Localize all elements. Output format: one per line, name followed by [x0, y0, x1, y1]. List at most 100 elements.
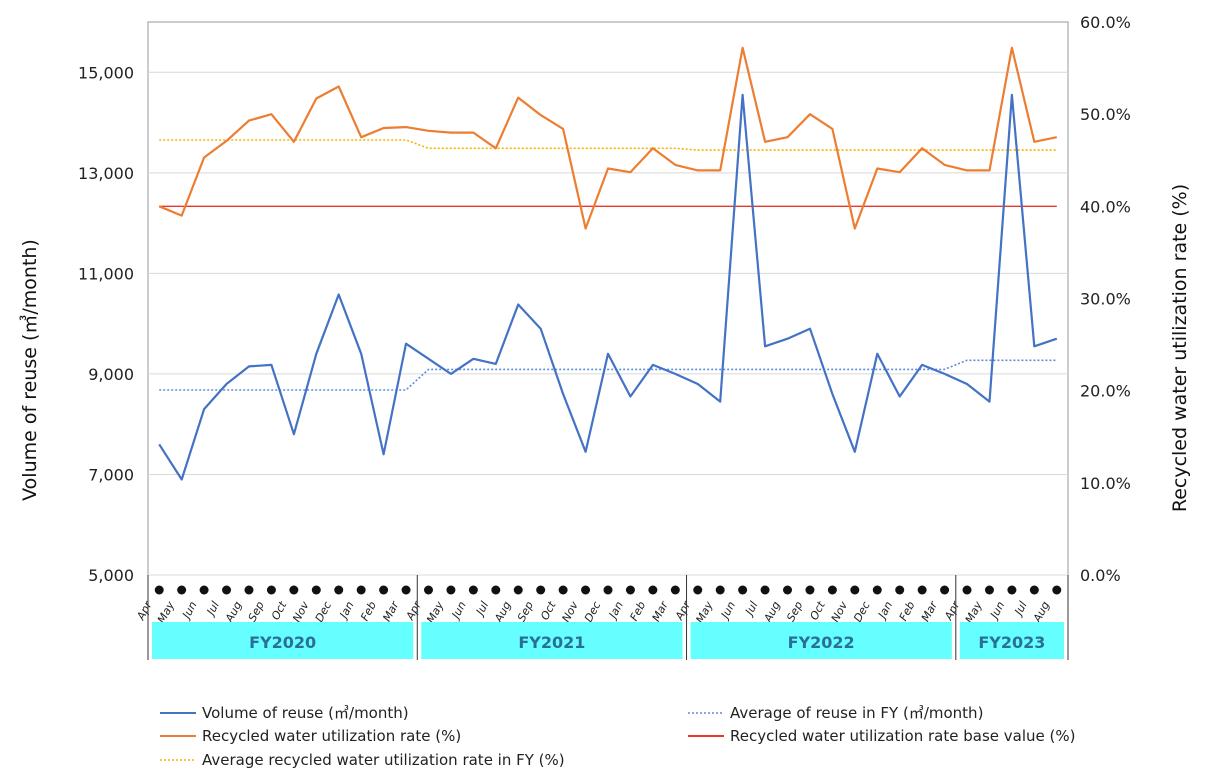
month-label: Jan: [605, 599, 625, 622]
month-marker: [177, 585, 187, 595]
month-label: Jun: [987, 599, 1007, 622]
month-marker: [491, 585, 501, 595]
legend: Volume of reuse (㎥/month) Average of reus…: [160, 704, 1075, 769]
left-tick-label: 15,000: [78, 63, 134, 82]
month-label: Aug: [222, 599, 244, 625]
right-tick-label: 20.0%: [1080, 382, 1131, 401]
month-label: Jun: [448, 599, 468, 622]
month-label: Jun: [179, 599, 199, 622]
month-label: Jun: [718, 599, 738, 622]
month-label: Jul: [1011, 599, 1030, 619]
fiscal-year-label: FY2023: [978, 633, 1045, 652]
month-label: Sep: [784, 599, 805, 623]
right-y-axis: 0.0% 10.0% 20.0% 30.0% 40.0% 50.0% 60.0%: [1080, 13, 1131, 585]
right-tick-label: 10.0%: [1080, 474, 1131, 493]
month-marker: [311, 585, 321, 595]
month-label: Dec: [582, 599, 603, 624]
month-label: Apr: [942, 598, 964, 623]
month-label: Dec: [313, 599, 334, 624]
left-tick-label: 11,000: [78, 264, 134, 283]
month-label: Feb: [897, 599, 918, 623]
month-label: Dec: [851, 599, 872, 624]
legend-label: Volume of reuse (㎥/month): [202, 704, 409, 722]
fiscal-year-band: [690, 622, 952, 659]
month-label: Oct: [538, 599, 559, 623]
series-line: [159, 139, 1057, 151]
month-label: Feb: [358, 599, 379, 623]
legend-label: Average of reuse in FY (㎥/month): [730, 704, 983, 722]
month-marker: [872, 585, 882, 595]
month-label: Oct: [269, 599, 290, 623]
month-marker: [603, 585, 613, 595]
month-marker: [1052, 585, 1062, 595]
legend-label: Average recycled water utilization rate …: [202, 751, 565, 769]
month-marker: [827, 585, 837, 595]
month-marker: [468, 585, 478, 595]
month-label: Feb: [627, 599, 648, 623]
fiscal-year-label: FY2021: [518, 633, 585, 652]
series-lines: [158, 46, 1058, 481]
month-marker: [244, 585, 254, 595]
month-marker: [895, 585, 905, 595]
left-tick-label: 5,000: [88, 566, 134, 585]
month-marker: [536, 585, 546, 595]
month-label: Mar: [650, 598, 672, 624]
month-marker: [917, 585, 927, 595]
month-marker: [199, 585, 209, 595]
month-label: Apr: [134, 598, 156, 623]
series-line: [158, 93, 1058, 481]
month-label: Jul: [742, 599, 761, 619]
legend-label: Recycled water utilization rate (%): [202, 727, 461, 745]
legend-label: Recycled water utilization rate base val…: [730, 727, 1075, 745]
left-tick-label: 9,000: [88, 365, 134, 384]
month-label: Oct: [807, 599, 828, 623]
month-marker: [154, 585, 164, 595]
month-label: Nov: [829, 599, 851, 624]
month-label: Nov: [290, 599, 312, 624]
month-marker: [401, 585, 411, 595]
month-marker: [648, 585, 658, 595]
left-tick-label: 13,000: [78, 164, 134, 183]
right-tick-label: 30.0%: [1080, 290, 1131, 309]
month-label: Apr: [403, 598, 425, 623]
month-marker: [334, 585, 344, 595]
month-marker: [940, 585, 950, 595]
month-marker: [1007, 585, 1017, 595]
right-axis-title: Recycled water utilization rate (%): [1169, 184, 1191, 512]
fiscal-year-label: FY2020: [249, 633, 316, 652]
month-label: May: [424, 599, 446, 626]
month-label: Sep: [246, 599, 267, 623]
month-label: May: [155, 599, 177, 626]
series-line: [159, 359, 1057, 391]
month-label: Mar: [919, 598, 941, 624]
fiscal-year-band: [959, 622, 1064, 659]
month-label: Mar: [380, 598, 402, 624]
month-label: May: [963, 599, 985, 626]
month-marker: [760, 585, 770, 595]
month-label: Sep: [515, 599, 536, 623]
month-marker: [446, 585, 456, 595]
month-marker: [423, 585, 433, 595]
left-axis-title: Volume of reuse (㎥/month): [19, 239, 41, 501]
left-y-axis: 5,000 7,000 9,000 11,000 13,000 15,000: [78, 63, 134, 585]
fiscal-year-band: [152, 622, 414, 659]
month-label: Jul: [203, 599, 222, 619]
month-label: Jan: [336, 599, 356, 622]
month-label: Aug: [492, 599, 514, 625]
month-marker: [783, 585, 793, 595]
month-marker: [962, 585, 972, 595]
month-marker: [356, 585, 366, 595]
month-axis: Apr May Jun Jul Aug Sep Oct Nov Dec Jan Feb Mar Apr M…: [134, 585, 1062, 626]
right-tick-label: 0.0%: [1080, 566, 1121, 585]
fiscal-year-bands: FY2020 FY2021 FY2022 FY2023: [147, 575, 1069, 660]
month-label: May: [693, 599, 715, 626]
month-marker: [670, 585, 680, 595]
right-tick-label: 40.0%: [1080, 197, 1131, 216]
month-marker: [850, 585, 860, 595]
grid-lines: [148, 71, 1068, 576]
month-marker: [1029, 585, 1039, 595]
month-label: Jan: [875, 599, 895, 622]
month-marker: [984, 585, 994, 595]
month-marker: [513, 585, 523, 595]
